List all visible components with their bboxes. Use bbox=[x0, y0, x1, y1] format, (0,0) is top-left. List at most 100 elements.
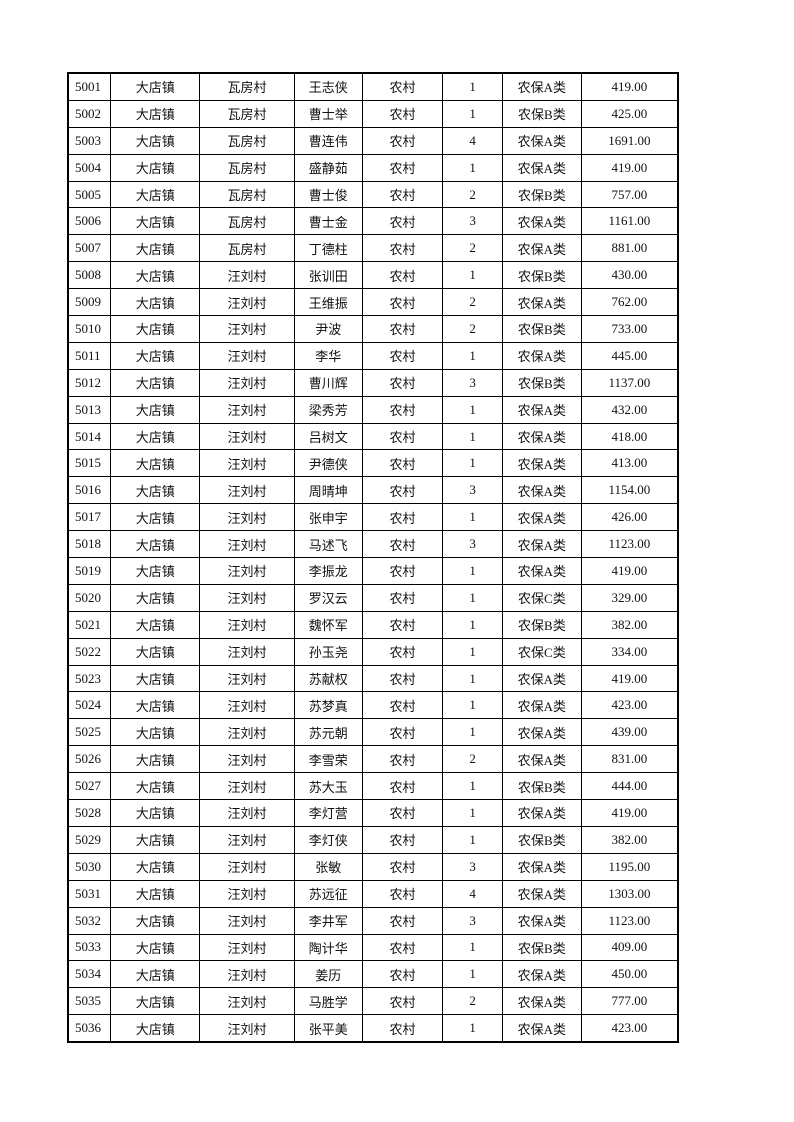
table-row: 5016 大店镇 汪刘村 周晴坤 农村 3 农保A类 1154.00 bbox=[67, 476, 679, 505]
table-row: 5006 大店镇 瓦房村 曹士金 农村 3 农保A类 1161.00 bbox=[67, 207, 679, 236]
name-cell: 王志侠 bbox=[293, 72, 363, 101]
household-size-cell: 1 bbox=[442, 503, 503, 532]
amount-cell: 419.00 bbox=[580, 72, 679, 101]
town-cell: 大店镇 bbox=[110, 503, 201, 532]
town-cell: 大店镇 bbox=[110, 637, 201, 666]
town-cell: 大店镇 bbox=[110, 825, 201, 854]
table-row: 5018 大店镇 汪刘村 马述飞 农村 3 农保A类 1123.00 bbox=[67, 530, 679, 559]
village-cell: 汪刘村 bbox=[199, 395, 295, 424]
name-cell: 李振龙 bbox=[293, 557, 363, 585]
town-cell: 大店镇 bbox=[110, 180, 201, 209]
name-cell: 苏献权 bbox=[293, 664, 363, 693]
record-id-cell: 5036 bbox=[67, 1014, 112, 1043]
name-cell: 张训田 bbox=[293, 261, 363, 290]
record-id-cell: 5012 bbox=[67, 368, 112, 397]
area-type-cell: 农村 bbox=[361, 368, 444, 397]
insurance-category-cell: 农保A类 bbox=[501, 422, 582, 451]
area-type-cell: 农村 bbox=[361, 395, 444, 424]
household-size-cell: 3 bbox=[442, 852, 503, 881]
area-type-cell: 农村 bbox=[361, 825, 444, 854]
household-size-cell: 1 bbox=[442, 610, 503, 639]
name-cell: 尹波 bbox=[293, 315, 363, 343]
area-type-cell: 农村 bbox=[361, 906, 444, 935]
area-type-cell: 农村 bbox=[361, 879, 444, 908]
village-cell: 瓦房村 bbox=[199, 180, 295, 209]
area-type-cell: 农村 bbox=[361, 180, 444, 209]
table-row: 5003 大店镇 瓦房村 曹连伟 农村 4 农保A类 1691.00 bbox=[67, 126, 679, 155]
table-row: 5023 大店镇 汪刘村 苏献权 农村 1 农保A类 419.00 bbox=[67, 664, 679, 693]
record-id-cell: 5004 bbox=[67, 153, 112, 182]
record-id-cell: 5031 bbox=[67, 879, 112, 908]
insurance-category-cell: 农保B类 bbox=[501, 368, 582, 397]
household-size-cell: 1 bbox=[442, 772, 503, 801]
table-row: 5019 大店镇 汪刘村 李振龙 农村 1 农保A类 419.00 bbox=[67, 557, 679, 585]
household-size-cell: 1 bbox=[442, 691, 503, 720]
table-row: 5017 大店镇 汪刘村 张申宇 农村 1 农保A类 426.00 bbox=[67, 503, 679, 532]
record-id-cell: 5028 bbox=[67, 799, 112, 827]
name-cell: 姜历 bbox=[293, 960, 363, 989]
area-type-cell: 农村 bbox=[361, 799, 444, 827]
amount-cell: 329.00 bbox=[580, 583, 679, 612]
household-size-cell: 1 bbox=[442, 960, 503, 989]
name-cell: 苏梦真 bbox=[293, 691, 363, 720]
amount-cell: 418.00 bbox=[580, 422, 679, 451]
village-cell: 汪刘村 bbox=[199, 341, 295, 370]
record-id-cell: 5007 bbox=[67, 234, 112, 263]
area-type-cell: 农村 bbox=[361, 960, 444, 989]
insurance-category-cell: 农保A类 bbox=[501, 72, 582, 101]
record-id-cell: 5025 bbox=[67, 718, 112, 747]
village-cell: 汪刘村 bbox=[199, 637, 295, 666]
name-cell: 吕树文 bbox=[293, 422, 363, 451]
amount-cell: 423.00 bbox=[580, 1014, 679, 1043]
village-cell: 汪刘村 bbox=[199, 583, 295, 612]
table-row: 5035 大店镇 汪刘村 马胜学 农村 2 农保A类 777.00 bbox=[67, 987, 679, 1016]
amount-cell: 334.00 bbox=[580, 637, 679, 666]
village-cell: 瓦房村 bbox=[199, 99, 295, 128]
area-type-cell: 农村 bbox=[361, 341, 444, 370]
town-cell: 大店镇 bbox=[110, 557, 201, 585]
name-cell: 尹德侠 bbox=[293, 449, 363, 478]
table-row: 5036 大店镇 汪刘村 张平美 农村 1 农保A类 423.00 bbox=[67, 1014, 679, 1043]
table-row: 5030 大店镇 汪刘村 张敏 农村 3 农保A类 1195.00 bbox=[67, 852, 679, 881]
name-cell: 梁秀芳 bbox=[293, 395, 363, 424]
area-type-cell: 农村 bbox=[361, 288, 444, 317]
village-cell: 瓦房村 bbox=[199, 126, 295, 155]
insurance-category-cell: 农保A类 bbox=[501, 530, 582, 559]
town-cell: 大店镇 bbox=[110, 368, 201, 397]
amount-cell: 409.00 bbox=[580, 933, 679, 962]
household-size-cell: 2 bbox=[442, 180, 503, 209]
insurance-category-cell: 农保B类 bbox=[501, 772, 582, 801]
record-id-cell: 5024 bbox=[67, 691, 112, 720]
town-cell: 大店镇 bbox=[110, 530, 201, 559]
village-cell: 汪刘村 bbox=[199, 799, 295, 827]
household-size-cell: 1 bbox=[442, 72, 503, 101]
record-id-cell: 5035 bbox=[67, 987, 112, 1016]
insurance-category-cell: 农保B类 bbox=[501, 261, 582, 290]
area-type-cell: 农村 bbox=[361, 718, 444, 747]
record-id-cell: 5011 bbox=[67, 341, 112, 370]
village-cell: 汪刘村 bbox=[199, 449, 295, 478]
record-id-cell: 5019 bbox=[67, 557, 112, 585]
amount-cell: 419.00 bbox=[580, 799, 679, 827]
table-row: 5013 大店镇 汪刘村 梁秀芳 农村 1 农保A类 432.00 bbox=[67, 395, 679, 424]
town-cell: 大店镇 bbox=[110, 476, 201, 505]
amount-cell: 419.00 bbox=[580, 664, 679, 693]
amount-cell: 382.00 bbox=[580, 610, 679, 639]
amount-cell: 777.00 bbox=[580, 987, 679, 1016]
area-type-cell: 农村 bbox=[361, 583, 444, 612]
name-cell: 李井军 bbox=[293, 906, 363, 935]
amount-cell: 1154.00 bbox=[580, 476, 679, 505]
town-cell: 大店镇 bbox=[110, 1014, 201, 1043]
village-cell: 汪刘村 bbox=[199, 772, 295, 801]
name-cell: 李灯侠 bbox=[293, 825, 363, 854]
amount-cell: 757.00 bbox=[580, 180, 679, 209]
area-type-cell: 农村 bbox=[361, 987, 444, 1016]
record-id-cell: 5017 bbox=[67, 503, 112, 532]
name-cell: 曹士俊 bbox=[293, 180, 363, 209]
insurance-category-cell: 农保A类 bbox=[501, 153, 582, 182]
insurance-category-cell: 农保A类 bbox=[501, 449, 582, 478]
amount-cell: 426.00 bbox=[580, 503, 679, 532]
town-cell: 大店镇 bbox=[110, 315, 201, 343]
household-size-cell: 4 bbox=[442, 879, 503, 908]
insurance-category-cell: 农保A类 bbox=[501, 234, 582, 263]
